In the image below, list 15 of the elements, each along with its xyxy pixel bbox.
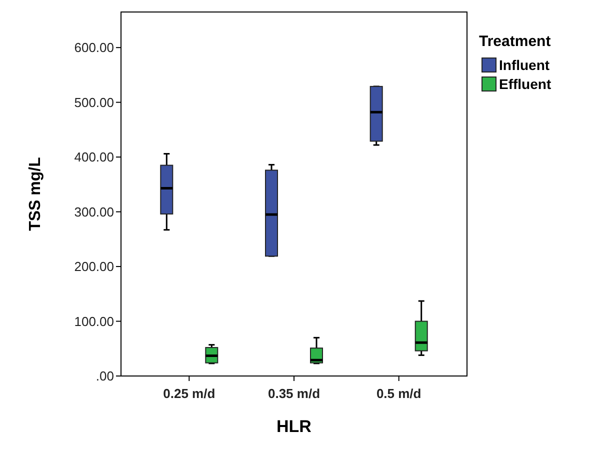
y-axis-title: TSS mg/L	[27, 156, 44, 231]
x-axis-title: HLR	[276, 417, 312, 436]
y-tick-label: 100.00	[74, 314, 114, 329]
y-tick-label: .00	[96, 368, 114, 384]
y-tick-label: 200.00	[74, 259, 114, 274]
y-tick-label: 300.00	[74, 204, 114, 220]
y-tick-label: 500.00	[74, 94, 114, 110]
legend-label: Effluent	[499, 76, 552, 92]
legend-label: Influent	[499, 57, 550, 73]
y-tick-label: 400.00	[74, 150, 114, 165]
legend-title: Treatment	[479, 33, 551, 50]
x-tick-label: 0.25 m/d	[163, 386, 216, 401]
y-tick-label: 600.00	[74, 40, 114, 56]
x-tick-label: 0.5 m/d	[376, 386, 422, 401]
x-tick-label: 0.35 m/d	[268, 386, 320, 401]
